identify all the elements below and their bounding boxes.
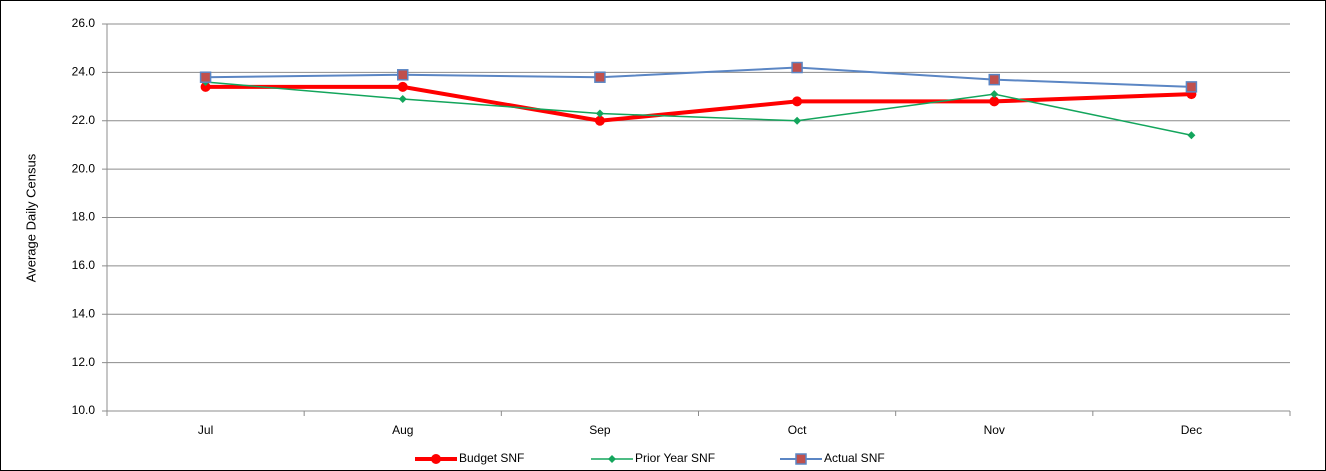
y-tick-label: 20.0 bbox=[72, 161, 96, 175]
point bbox=[594, 115, 605, 126]
point bbox=[989, 96, 1000, 107]
point bbox=[1185, 81, 1198, 93]
point bbox=[791, 61, 803, 74]
series-line bbox=[205, 81, 1192, 136]
y-tick-label: 26.0 bbox=[72, 16, 96, 30]
legend-label: Budget SNF bbox=[459, 451, 524, 465]
point bbox=[990, 90, 999, 99]
x-tick-label: Oct bbox=[788, 423, 807, 437]
point bbox=[595, 109, 604, 118]
point bbox=[795, 453, 807, 465]
point bbox=[397, 81, 408, 92]
y-tick-label: 14.0 bbox=[72, 306, 96, 320]
legend-label: Prior Year SNF bbox=[635, 451, 715, 465]
y-tick-label: 24.0 bbox=[72, 65, 96, 79]
point bbox=[431, 454, 441, 464]
x-tick-label: Sep bbox=[589, 423, 611, 437]
point bbox=[793, 116, 802, 125]
point bbox=[200, 81, 211, 92]
y-tick-label: 22.0 bbox=[72, 113, 96, 127]
point bbox=[988, 73, 1000, 86]
point bbox=[594, 71, 606, 83]
y-tick-label: 12.0 bbox=[72, 355, 96, 369]
legend-label: Actual SNF bbox=[824, 451, 885, 465]
y-axis-label: Average Daily Census bbox=[23, 153, 38, 282]
x-tick-label: Nov bbox=[984, 423, 1005, 437]
point bbox=[398, 94, 407, 103]
series-line bbox=[205, 66, 1192, 88]
series-line bbox=[205, 84, 1192, 123]
x-tick-label: Aug bbox=[392, 423, 413, 437]
point bbox=[1187, 131, 1196, 140]
y-tick-label: 16.0 bbox=[72, 258, 96, 272]
point bbox=[199, 71, 212, 83]
x-tick-label: Dec bbox=[1181, 423, 1202, 437]
y-tick-label: 10.0 bbox=[72, 403, 96, 417]
point bbox=[792, 96, 803, 107]
point bbox=[397, 69, 409, 81]
y-tick-label: 18.0 bbox=[72, 210, 96, 224]
point bbox=[608, 455, 616, 463]
x-tick-label: Jul bbox=[198, 423, 213, 437]
